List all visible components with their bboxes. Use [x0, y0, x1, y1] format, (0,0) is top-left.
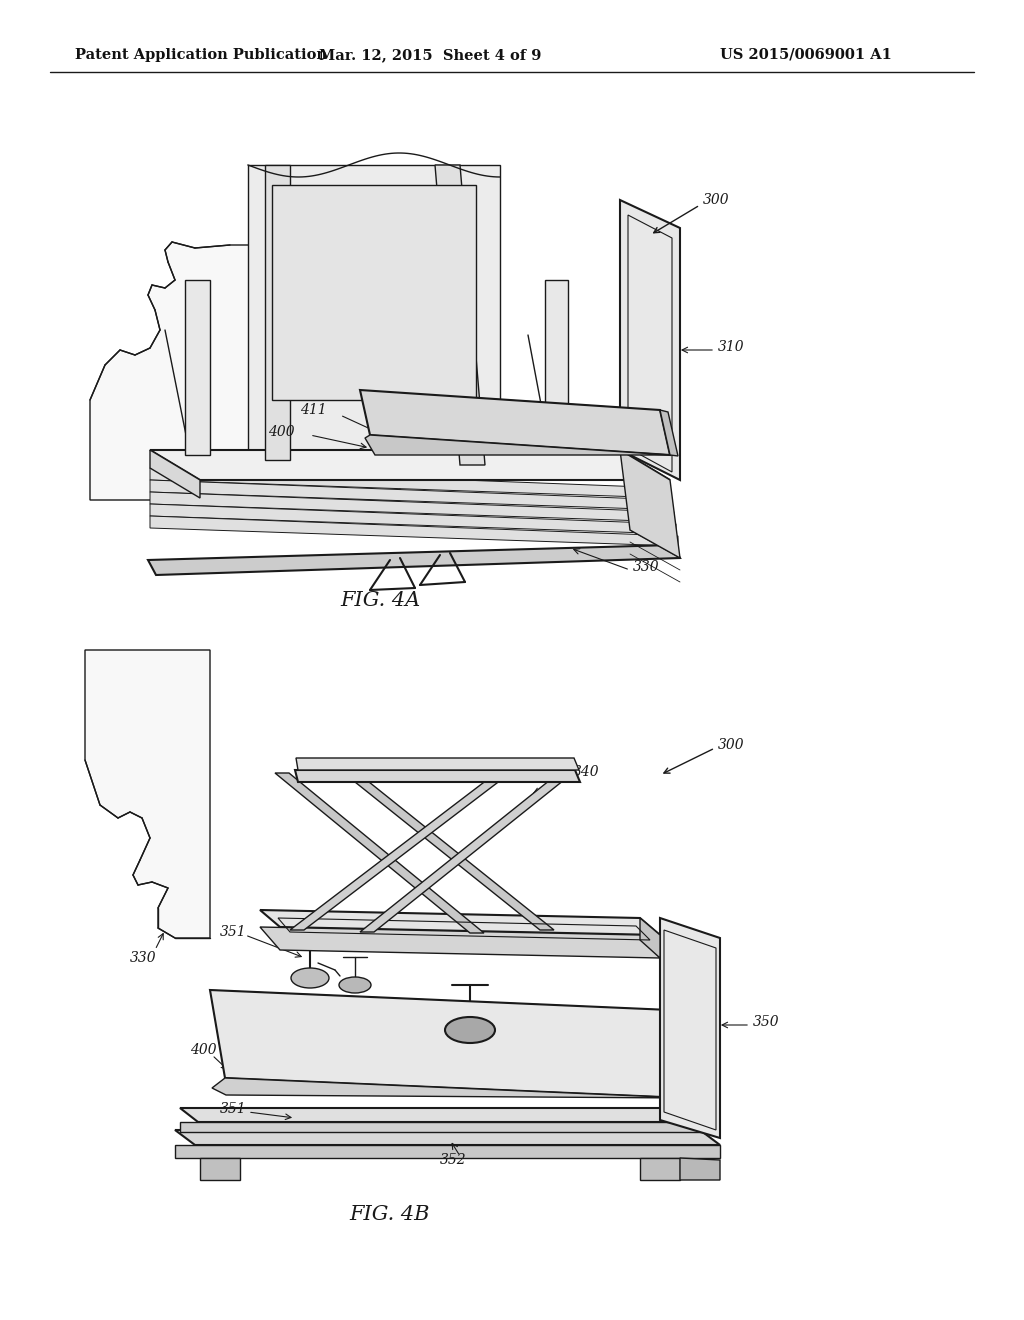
- Polygon shape: [148, 545, 680, 576]
- Ellipse shape: [445, 1016, 495, 1043]
- Text: 330: 330: [633, 560, 659, 574]
- Text: 400: 400: [190, 1043, 217, 1057]
- Polygon shape: [175, 1144, 720, 1158]
- Polygon shape: [90, 242, 400, 500]
- Polygon shape: [85, 649, 210, 939]
- Polygon shape: [275, 774, 484, 933]
- Polygon shape: [265, 165, 290, 459]
- Polygon shape: [200, 1158, 240, 1180]
- Text: 352: 352: [440, 1152, 467, 1167]
- Text: 410: 410: [430, 414, 457, 428]
- Text: 411: 411: [300, 403, 327, 417]
- Polygon shape: [260, 927, 660, 958]
- Polygon shape: [272, 185, 476, 400]
- Text: FIG. 4B: FIG. 4B: [350, 1205, 430, 1225]
- Text: 400: 400: [268, 425, 295, 440]
- Text: Patent Application Publication: Patent Application Publication: [75, 48, 327, 62]
- Text: 350: 350: [753, 1015, 779, 1030]
- Text: 330: 330: [130, 950, 157, 965]
- Text: 310: 310: [718, 341, 744, 354]
- Polygon shape: [296, 758, 579, 770]
- Polygon shape: [260, 909, 660, 935]
- Polygon shape: [545, 280, 568, 451]
- Polygon shape: [185, 280, 210, 455]
- Polygon shape: [640, 917, 660, 958]
- Polygon shape: [150, 504, 676, 535]
- Polygon shape: [435, 165, 485, 465]
- Text: 410: 410: [337, 1027, 364, 1041]
- Ellipse shape: [291, 968, 329, 987]
- Polygon shape: [150, 450, 200, 498]
- Polygon shape: [620, 201, 680, 480]
- Polygon shape: [620, 450, 680, 558]
- Polygon shape: [212, 1078, 685, 1098]
- Polygon shape: [660, 917, 720, 1138]
- Polygon shape: [670, 1010, 692, 1100]
- Polygon shape: [150, 516, 678, 546]
- Polygon shape: [150, 450, 670, 480]
- Polygon shape: [360, 772, 574, 932]
- Text: US 2015/0069001 A1: US 2015/0069001 A1: [720, 48, 892, 62]
- Polygon shape: [680, 1158, 720, 1180]
- Polygon shape: [660, 411, 678, 455]
- Polygon shape: [290, 770, 514, 931]
- Text: 300: 300: [703, 193, 730, 207]
- Text: 340: 340: [573, 766, 600, 779]
- Text: Mar. 12, 2015  Sheet 4 of 9: Mar. 12, 2015 Sheet 4 of 9: [318, 48, 542, 62]
- Polygon shape: [210, 990, 685, 1098]
- Text: 351: 351: [220, 1102, 247, 1115]
- Polygon shape: [150, 469, 670, 498]
- Ellipse shape: [339, 977, 371, 993]
- Polygon shape: [340, 770, 554, 931]
- Text: 351: 351: [220, 925, 247, 939]
- Polygon shape: [360, 389, 670, 455]
- Polygon shape: [295, 770, 580, 781]
- Text: FIG. 4A: FIG. 4A: [340, 590, 420, 610]
- Polygon shape: [175, 1130, 720, 1144]
- Text: 300: 300: [718, 738, 744, 752]
- Polygon shape: [640, 1158, 680, 1180]
- Polygon shape: [150, 492, 674, 521]
- Polygon shape: [180, 1122, 718, 1133]
- Polygon shape: [150, 480, 672, 510]
- Polygon shape: [248, 165, 500, 459]
- Polygon shape: [365, 436, 670, 455]
- Polygon shape: [180, 1107, 718, 1122]
